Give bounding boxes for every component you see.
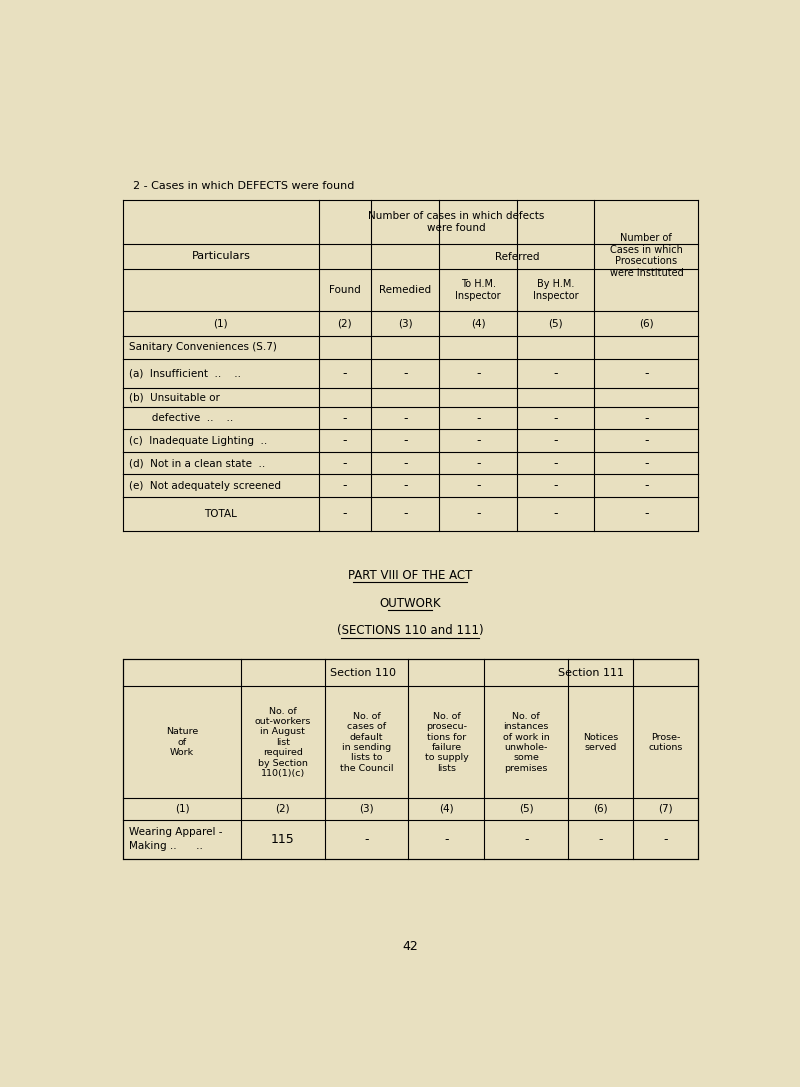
Text: (c)  Inadequate Lighting  ..: (c) Inadequate Lighting .. [130, 436, 268, 446]
Text: Referred: Referred [494, 252, 539, 262]
Text: Number of cases in which defects
were found: Number of cases in which defects were fo… [368, 211, 545, 233]
Text: defective  ..    ..: defective .. .. [130, 413, 234, 423]
Text: -: - [403, 434, 408, 447]
Text: -: - [554, 366, 558, 379]
Text: Section 111: Section 111 [558, 667, 624, 677]
Text: -: - [598, 833, 603, 846]
Text: -: - [476, 366, 481, 379]
Text: No. of
cases of
default
in sending
lists to
the Council: No. of cases of default in sending lists… [340, 712, 394, 773]
Text: 2 - Cases in which DEFECTS were found: 2 - Cases in which DEFECTS were found [133, 180, 354, 191]
Text: -: - [476, 508, 481, 521]
Text: -: - [554, 457, 558, 470]
Text: No. of
instances
of work in
unwhole-
some
premises: No. of instances of work in unwhole- som… [503, 712, 550, 773]
Text: -: - [554, 479, 558, 492]
Text: (7): (7) [658, 803, 673, 814]
Text: No. of
prosecu-
tions for
failure
to supply
lists: No. of prosecu- tions for failure to sup… [425, 712, 468, 773]
Text: -: - [644, 434, 649, 447]
Text: 42: 42 [402, 940, 418, 953]
Text: (6): (6) [639, 318, 654, 328]
Text: -: - [476, 457, 481, 470]
Text: -: - [524, 833, 529, 846]
Text: -: - [554, 508, 558, 521]
Text: PART VIII OF THE ACT: PART VIII OF THE ACT [348, 569, 472, 582]
Text: Notices
served: Notices served [583, 733, 618, 752]
Text: -: - [476, 434, 481, 447]
Text: (3): (3) [359, 803, 374, 814]
Text: -: - [403, 479, 408, 492]
Text: To H.M.
Inspector: To H.M. Inspector [455, 279, 501, 301]
Text: No. of
out-workers
in August
list
required
by Section
110(1)(c): No. of out-workers in August list requir… [254, 707, 311, 778]
Text: (d)  Not in a clean state  ..: (d) Not in a clean state .. [130, 459, 266, 468]
Text: OUTWORK: OUTWORK [379, 597, 441, 610]
Text: Nature
of
Work: Nature of Work [166, 727, 198, 758]
Text: -: - [342, 508, 347, 521]
Text: -: - [342, 457, 347, 470]
Text: (2): (2) [338, 318, 352, 328]
Text: Remedied: Remedied [379, 285, 431, 296]
Text: (SECTIONS 110 and 111): (SECTIONS 110 and 111) [337, 624, 483, 637]
Text: -: - [663, 833, 668, 846]
Text: -: - [403, 508, 408, 521]
Text: (3): (3) [398, 318, 413, 328]
Text: -: - [554, 434, 558, 447]
Text: 115: 115 [271, 833, 294, 846]
Text: -: - [554, 412, 558, 425]
Text: -: - [644, 457, 649, 470]
Text: Wearing Apparel -: Wearing Apparel - [130, 827, 223, 837]
Text: -: - [403, 366, 408, 379]
Text: -: - [342, 412, 347, 425]
Text: Making ..      ..: Making .. .. [130, 841, 203, 851]
Text: -: - [342, 434, 347, 447]
Text: -: - [644, 412, 649, 425]
Text: (2): (2) [275, 803, 290, 814]
Text: (5): (5) [548, 318, 563, 328]
Text: By H.M.
Inspector: By H.M. Inspector [533, 279, 578, 301]
Text: -: - [403, 412, 408, 425]
Bar [123, 659, 698, 859]
Text: -: - [644, 479, 649, 492]
Text: (4): (4) [439, 803, 454, 814]
Text: -: - [342, 366, 347, 379]
Text: -: - [644, 508, 649, 521]
Text: Sanitary Conveniences (S.7): Sanitary Conveniences (S.7) [130, 342, 278, 352]
Text: -: - [342, 479, 347, 492]
Text: (4): (4) [471, 318, 486, 328]
Text: -: - [644, 366, 649, 379]
Text: Particulars: Particulars [191, 251, 250, 261]
Text: (6): (6) [594, 803, 608, 814]
Text: (1): (1) [214, 318, 228, 328]
Text: (e)  Not adequately screened: (e) Not adequately screened [130, 480, 282, 490]
Text: -: - [476, 479, 481, 492]
Text: Prose-
cutions: Prose- cutions [649, 733, 683, 752]
Text: -: - [444, 833, 449, 846]
Text: (b)  Unsuitable or: (b) Unsuitable or [130, 392, 220, 402]
Text: -: - [403, 457, 408, 470]
Text: (1): (1) [175, 803, 190, 814]
Text: -: - [476, 412, 481, 425]
Text: TOTAL: TOTAL [205, 509, 238, 518]
Text: Number of
Cases in which
Prosecutions
were instituted: Number of Cases in which Prosecutions we… [610, 234, 683, 278]
Text: (5): (5) [519, 803, 534, 814]
Text: (a)  Insufficient  ..    ..: (a) Insufficient .. .. [130, 368, 242, 378]
Text: -: - [364, 833, 369, 846]
Text: Found: Found [329, 285, 361, 296]
Text: Section 110: Section 110 [330, 667, 396, 677]
